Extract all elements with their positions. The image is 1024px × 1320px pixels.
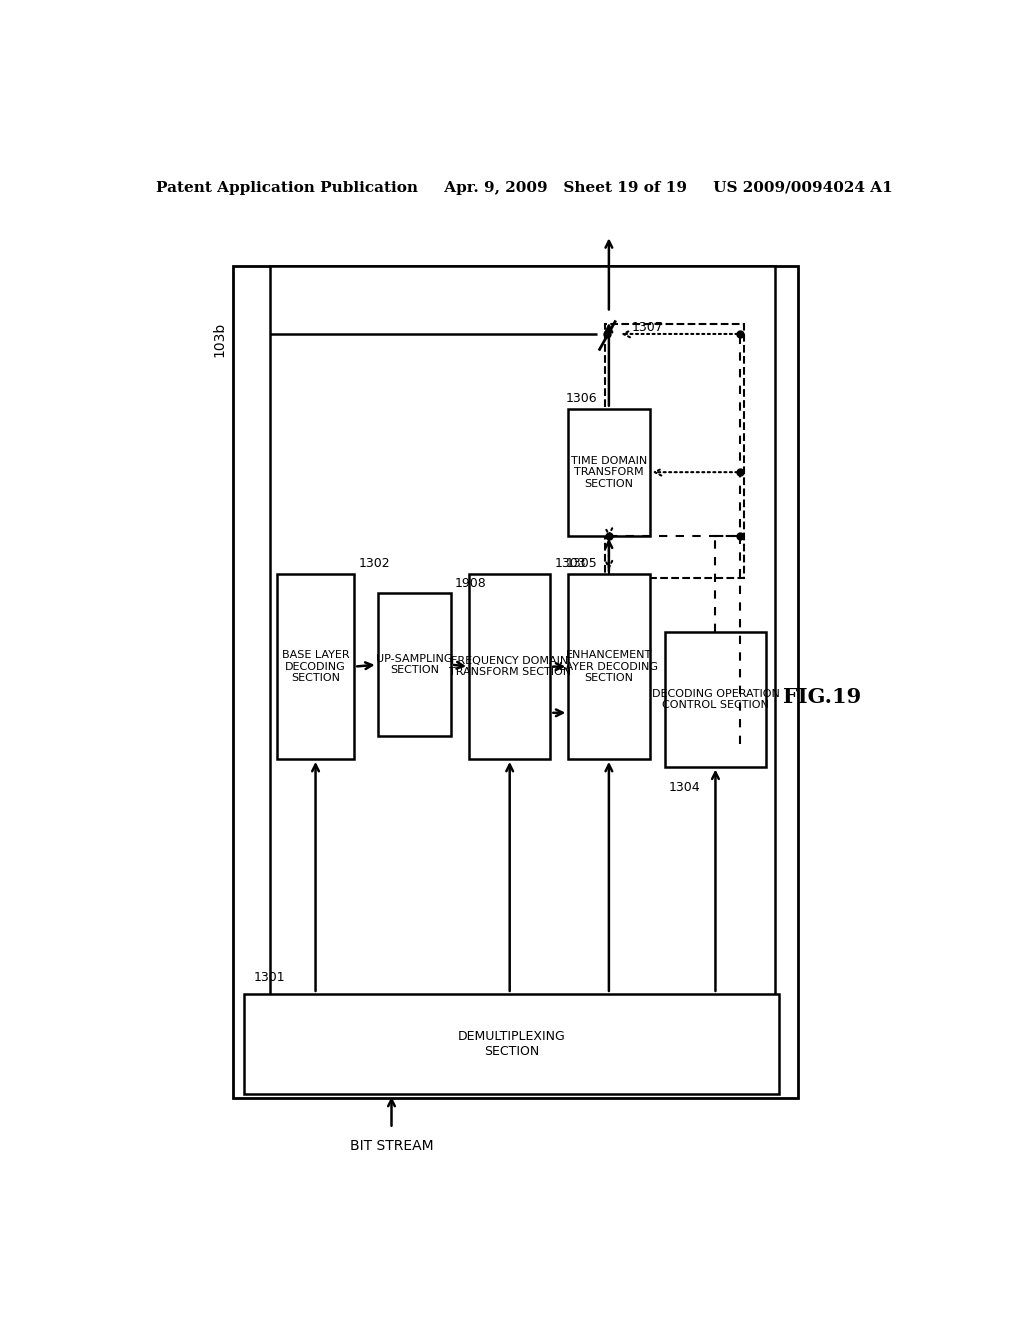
Bar [605, 323, 744, 578]
Text: 1305: 1305 [566, 557, 598, 570]
Text: UP-SAMPLING
SECTION: UP-SAMPLING SECTION [376, 653, 453, 676]
Text: Patent Application Publication     Apr. 9, 2009   Sheet 19 of 19     US 2009/009: Patent Application Publication Apr. 9, 2… [157, 181, 893, 194]
Text: 1302: 1302 [358, 557, 390, 570]
Text: FREQUENCY DOMAIN
TRANSFORM SECTION: FREQUENCY DOMAIN TRANSFORM SECTION [449, 656, 570, 677]
Bar [568, 409, 649, 536]
Bar [232, 267, 799, 1098]
Text: BASE LAYER
DECODING
SECTION: BASE LAYER DECODING SECTION [282, 649, 349, 684]
Bar [276, 574, 354, 759]
Text: TIME DOMAIN
TRANSFORM
SECTION: TIME DOMAIN TRANSFORM SECTION [570, 455, 647, 488]
Text: 1307: 1307 [632, 321, 664, 334]
Text: 1303: 1303 [554, 557, 586, 570]
Text: DECODING OPERATION
CONTROL SECTION: DECODING OPERATION CONTROL SECTION [651, 689, 779, 710]
Bar [378, 594, 452, 737]
Text: BIT STREAM: BIT STREAM [349, 1139, 433, 1152]
Text: ENHANCEMENT
LAYER DECODING
SECTION: ENHANCEMENT LAYER DECODING SECTION [559, 649, 658, 684]
Text: 1301: 1301 [254, 970, 285, 983]
Text: FIG.19: FIG.19 [782, 688, 861, 708]
Bar [270, 267, 775, 1024]
Bar [469, 574, 550, 759]
Text: DEMULTIPLEXING
SECTION: DEMULTIPLEXING SECTION [458, 1030, 565, 1057]
Text: 1908: 1908 [455, 577, 486, 590]
Bar [665, 632, 766, 767]
Text: 103b: 103b [212, 322, 226, 356]
Text: 1304: 1304 [669, 780, 700, 793]
Bar [568, 574, 649, 759]
Bar [245, 994, 779, 1094]
Text: 1306: 1306 [566, 392, 597, 405]
